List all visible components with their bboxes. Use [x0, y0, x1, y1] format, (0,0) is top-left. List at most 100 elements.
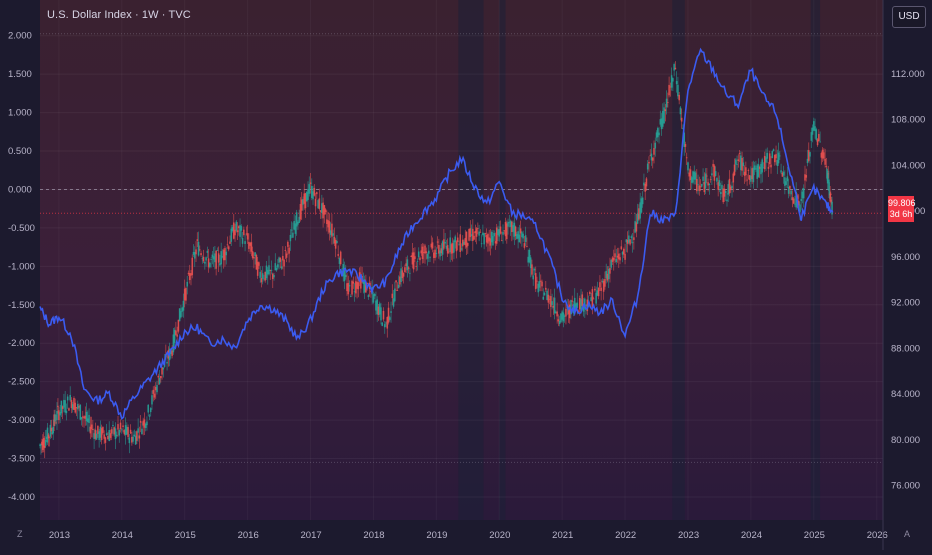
candle-body: [142, 420, 144, 426]
candle-body: [236, 230, 239, 233]
candle-body: [458, 244, 460, 246]
x-axis-label: 2016: [238, 530, 259, 541]
candle-body: [186, 281, 189, 287]
candle-body: [102, 426, 104, 433]
candle-body: [278, 257, 280, 263]
candle-body: [380, 307, 382, 321]
candle-body: [594, 288, 596, 291]
indicator-line: [39, 47, 834, 420]
candle-body: [513, 222, 516, 237]
candle-body: [524, 235, 527, 242]
candle-body: [724, 191, 727, 194]
candle-body: [539, 280, 542, 282]
candle-body: [308, 184, 311, 194]
candle-body: [52, 426, 55, 434]
candle-body: [523, 243, 526, 248]
candle-body: [302, 199, 304, 205]
candle-body: [461, 239, 464, 247]
candle-body: [44, 439, 47, 446]
candle-body: [460, 248, 463, 250]
candle-body: [553, 297, 556, 314]
candle-body: [484, 233, 487, 235]
candle-body: [645, 178, 648, 187]
candle-body: [760, 163, 762, 175]
candle-body: [689, 169, 692, 180]
candle-body: [740, 155, 742, 171]
currency-button[interactable]: USD: [892, 6, 926, 28]
candle-body: [161, 367, 163, 375]
candle-body: [518, 234, 521, 243]
candle-body: [638, 208, 640, 220]
candle-body: [750, 175, 752, 182]
candle-body: [244, 241, 246, 244]
candle-body: [328, 221, 331, 233]
candle-body: [726, 199, 728, 202]
candle-body: [818, 133, 820, 142]
candle-body: [147, 404, 150, 413]
candle-body: [307, 188, 309, 200]
candle-body: [714, 171, 717, 176]
candle-body: [756, 165, 758, 179]
candle-body: [503, 230, 506, 232]
candle-body: [112, 424, 114, 427]
candle-body: [663, 107, 665, 124]
candle-body: [299, 203, 302, 220]
candle-body: [668, 84, 670, 96]
candle-body: [516, 234, 518, 239]
candle-body: [770, 164, 772, 168]
candle-body: [791, 197, 794, 201]
candle-body: [527, 256, 529, 263]
candle-body: [298, 216, 300, 223]
candle-body: [84, 415, 87, 419]
candle-body: [805, 175, 808, 178]
candle-body: [313, 187, 316, 196]
candle-body: [468, 228, 470, 241]
candle-body: [439, 250, 441, 257]
candle-body: [240, 226, 243, 231]
candle-body: [123, 430, 126, 435]
candle-body: [526, 246, 528, 247]
candle-body: [782, 171, 785, 176]
candle-body: [41, 441, 43, 445]
timezone-button[interactable]: Z: [17, 529, 23, 539]
candle-body: [156, 385, 158, 393]
candle-body: [687, 162, 689, 171]
candle-body: [543, 292, 546, 296]
candle-body: [536, 280, 538, 282]
candle-body: [54, 414, 56, 422]
candle-body: [234, 229, 236, 236]
candle-body: [811, 127, 814, 135]
candle-body: [612, 257, 615, 261]
candle-body: [738, 153, 741, 154]
candle-body: [610, 259, 613, 268]
candle-body: [385, 322, 387, 324]
candle-body: [376, 299, 378, 315]
candle-body: [459, 234, 462, 252]
candle-body: [634, 221, 636, 233]
candle-body: [454, 236, 457, 243]
candle-body: [545, 287, 547, 290]
candle-body: [683, 132, 686, 148]
x-axis-label: 2025: [804, 530, 825, 541]
candle-body: [95, 433, 98, 440]
candle-body: [755, 168, 757, 170]
candle-body: [63, 399, 65, 408]
candle-body: [205, 257, 207, 261]
candle-body: [305, 192, 308, 202]
candle-body: [456, 237, 459, 243]
candle-body: [717, 182, 719, 190]
auto-scale-button[interactable]: A: [904, 529, 911, 539]
candle-body: [653, 147, 655, 155]
candle-body: [270, 269, 273, 271]
candle-body: [827, 173, 830, 175]
price-tag-value: 99.806: [888, 198, 916, 208]
candle-body: [290, 229, 293, 231]
candle-body: [88, 414, 90, 424]
candle-body: [599, 282, 601, 288]
x-axis-label: 2024: [741, 530, 762, 541]
candle-body: [825, 166, 828, 167]
candle-body: [490, 232, 493, 243]
left-axis-label: 0.500: [8, 146, 32, 157]
